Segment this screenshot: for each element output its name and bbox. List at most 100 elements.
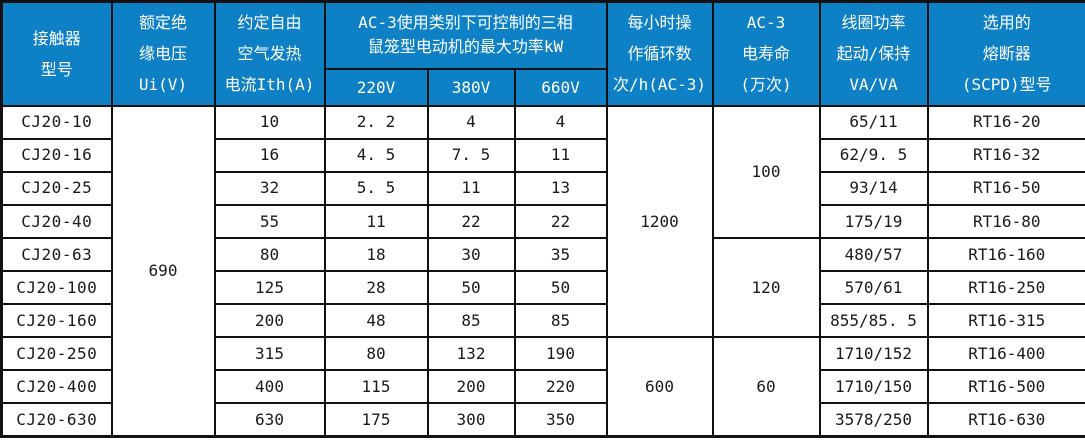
col-header-660v: 660V — [513, 67, 608, 107]
cell-ith: 630 — [213, 402, 326, 438]
cell-model: CJ20-40 — [0, 203, 113, 239]
cell-fuse-model: RT16-20 — [926, 104, 1085, 140]
cell-kw-660v: 350 — [513, 402, 608, 438]
cell-ui-voltage: 690 — [110, 104, 216, 438]
col-header-contactor-model: 接触器 型号 — [0, 0, 113, 107]
cell-kw-220v: 80 — [323, 336, 429, 372]
cell-fuse-model: RT16-32 — [926, 137, 1085, 173]
cell-kw-660v: 35 — [513, 236, 608, 272]
cell-ith: 315 — [213, 336, 326, 372]
cell-kw-380v: 22 — [426, 203, 516, 239]
cell-electrical-life: 120 — [711, 236, 821, 339]
cell-fuse-model: RT16-315 — [926, 303, 1085, 339]
cell-coil-power: 570/61 — [818, 269, 929, 306]
cell-ith: 10 — [213, 104, 326, 140]
cell-kw-220v: 11 — [323, 203, 429, 239]
cell-kw-660v: 50 — [513, 269, 608, 306]
col-header-electrical-life: AC-3 电寿命 (万次) — [711, 0, 821, 107]
cell-ith: 55 — [213, 203, 326, 239]
table-row: CJ20-40 55 11 22 22 175/19 RT16-80 — [0, 203, 1085, 239]
table-header: 接触器 型号 额定绝 缘电压 Ui(V) 约定自由 空气发热 电流Ith(A) … — [0, 0, 1085, 107]
table-row: CJ20-10 690 10 2. 2 4 4 1200 100 65/11 RT16-20 — [0, 104, 1085, 438]
cell-ith: 400 — [213, 369, 326, 405]
cell-electrical-life: 100 — [711, 104, 821, 239]
col-header-coil-power: 线圈功率 起动/保持 VA/VA — [818, 0, 929, 107]
cell-kw-380v: 85 — [426, 303, 516, 339]
cell-fuse-model: RT16-80 — [926, 203, 1085, 239]
table-row: CJ20-16 16 4. 5 7. 5 11 62/9. 5 RT16-32 — [0, 137, 1085, 173]
cell-fuse-model: RT16-630 — [926, 402, 1085, 438]
cell-kw-220v: 48 — [323, 303, 429, 339]
cell-model: CJ20-160 — [0, 303, 113, 339]
table-row: CJ20-160 200 48 85 85 855/85. 5 RT16-315 — [0, 303, 1085, 339]
table-row: CJ20-250 315 80 132 190 600 60 1710/152 RT16-400 — [0, 336, 1085, 438]
cell-model: CJ20-400 — [0, 369, 113, 405]
cell-model: CJ20-250 — [0, 336, 113, 372]
cell-coil-power: 65/11 — [818, 104, 929, 140]
cell-coil-power: 1710/150 — [818, 369, 929, 405]
cell-kw-660v: 11 — [513, 137, 608, 173]
cell-kw-220v: 4. 5 — [323, 137, 429, 173]
cell-coil-power: 3578/250 — [818, 402, 929, 438]
cell-kw-380v: 300 — [426, 402, 516, 438]
cell-fuse-model: RT16-160 — [926, 236, 1085, 272]
cell-kw-220v: 5. 5 — [323, 170, 429, 206]
cell-fuse-model: RT16-50 — [926, 170, 1085, 206]
cell-kw-220v: 115 — [323, 369, 429, 405]
cell-kw-380v: 50 — [426, 269, 516, 306]
cell-coil-power: 480/57 — [818, 236, 929, 272]
cell-coil-power: 855/85. 5 — [818, 303, 929, 339]
cell-kw-380v: 4 — [426, 104, 516, 140]
col-header-220v: 220V — [323, 67, 429, 107]
col-header-max-motor-power-group: AC-3使用类别下可控制的三相 鼠笼型电动机的最大功率kW — [323, 0, 608, 70]
table-row: CJ20-100 125 28 50 50 570/61 RT16-250 — [0, 269, 1085, 306]
cell-model: CJ20-16 — [0, 137, 113, 173]
cell-fuse-model: RT16-250 — [926, 269, 1085, 306]
table-body: CJ20-10 690 10 2. 2 4 4 1200 100 65/11 RT16-20 CJ2… — [0, 104, 1085, 438]
col-header-insulation-voltage: 额定绝 缘电压 Ui(V) — [110, 0, 216, 107]
table-row: CJ20-25 32 5. 5 11 13 93/14 RT16-50 — [0, 170, 1085, 206]
cell-model: CJ20-630 — [0, 402, 113, 438]
cell-kw-380v: 30 — [426, 236, 516, 272]
cell-kw-220v: 18 — [323, 236, 429, 272]
cell-kw-220v: 2. 2 — [323, 104, 429, 140]
cell-kw-660v: 22 — [513, 203, 608, 239]
cell-coil-power: 175/19 — [818, 203, 929, 239]
cell-cycles-per-hour: 1200 — [605, 104, 714, 339]
cell-kw-660v: 220 — [513, 369, 608, 405]
cell-ith: 16 — [213, 137, 326, 173]
cell-kw-220v: 175 — [323, 402, 429, 438]
table-row: CJ20-630 630 175 300 350 3578/250 RT16-630 — [0, 402, 1085, 438]
cell-model: CJ20-25 — [0, 170, 113, 206]
cell-kw-660v: 13 — [513, 170, 608, 206]
header-row-main: 接触器 型号 额定绝 缘电压 Ui(V) 约定自由 空气发热 电流Ith(A) … — [0, 0, 1085, 107]
col-header-thermal-current: 约定自由 空气发热 电流Ith(A) — [213, 0, 326, 107]
col-header-fuse-model: 选用的 熔断器 (SCPD)型号 — [926, 0, 1085, 107]
col-header-380v: 380V — [426, 67, 516, 107]
cell-kw-380v: 132 — [426, 336, 516, 372]
cell-cycles-per-hour: 600 — [605, 336, 714, 438]
cell-ith: 125 — [213, 269, 326, 306]
col-header-operating-cycles: 每小时操 作循环数 次/h(AC-3) — [605, 0, 714, 107]
cell-kw-380v: 11 — [426, 170, 516, 206]
cell-ith: 32 — [213, 170, 326, 206]
cell-kw-380v: 200 — [426, 369, 516, 405]
cell-kw-660v: 190 — [513, 336, 608, 372]
cell-model: CJ20-10 — [0, 104, 113, 140]
cell-fuse-model: RT16-400 — [926, 336, 1085, 372]
cell-model: CJ20-100 — [0, 269, 113, 306]
cell-coil-power: 93/14 — [818, 170, 929, 206]
cell-coil-power: 62/9. 5 — [818, 137, 929, 173]
cell-kw-380v: 7. 5 — [426, 137, 516, 173]
table-row: CJ20-400 400 115 200 220 1710/150 RT16-500 — [0, 369, 1085, 405]
cell-ith: 200 — [213, 303, 326, 339]
cell-model: CJ20-63 — [0, 236, 113, 272]
cell-coil-power: 1710/152 — [818, 336, 929, 372]
cell-ith: 80 — [213, 236, 326, 272]
cell-electrical-life: 60 — [711, 336, 821, 438]
header-row-voltages: 220V 380V 660V — [2, 67, 1085, 107]
cell-kw-660v: 85 — [513, 303, 608, 339]
cell-kw-660v: 4 — [513, 104, 608, 140]
cell-fuse-model: RT16-500 — [926, 369, 1085, 405]
